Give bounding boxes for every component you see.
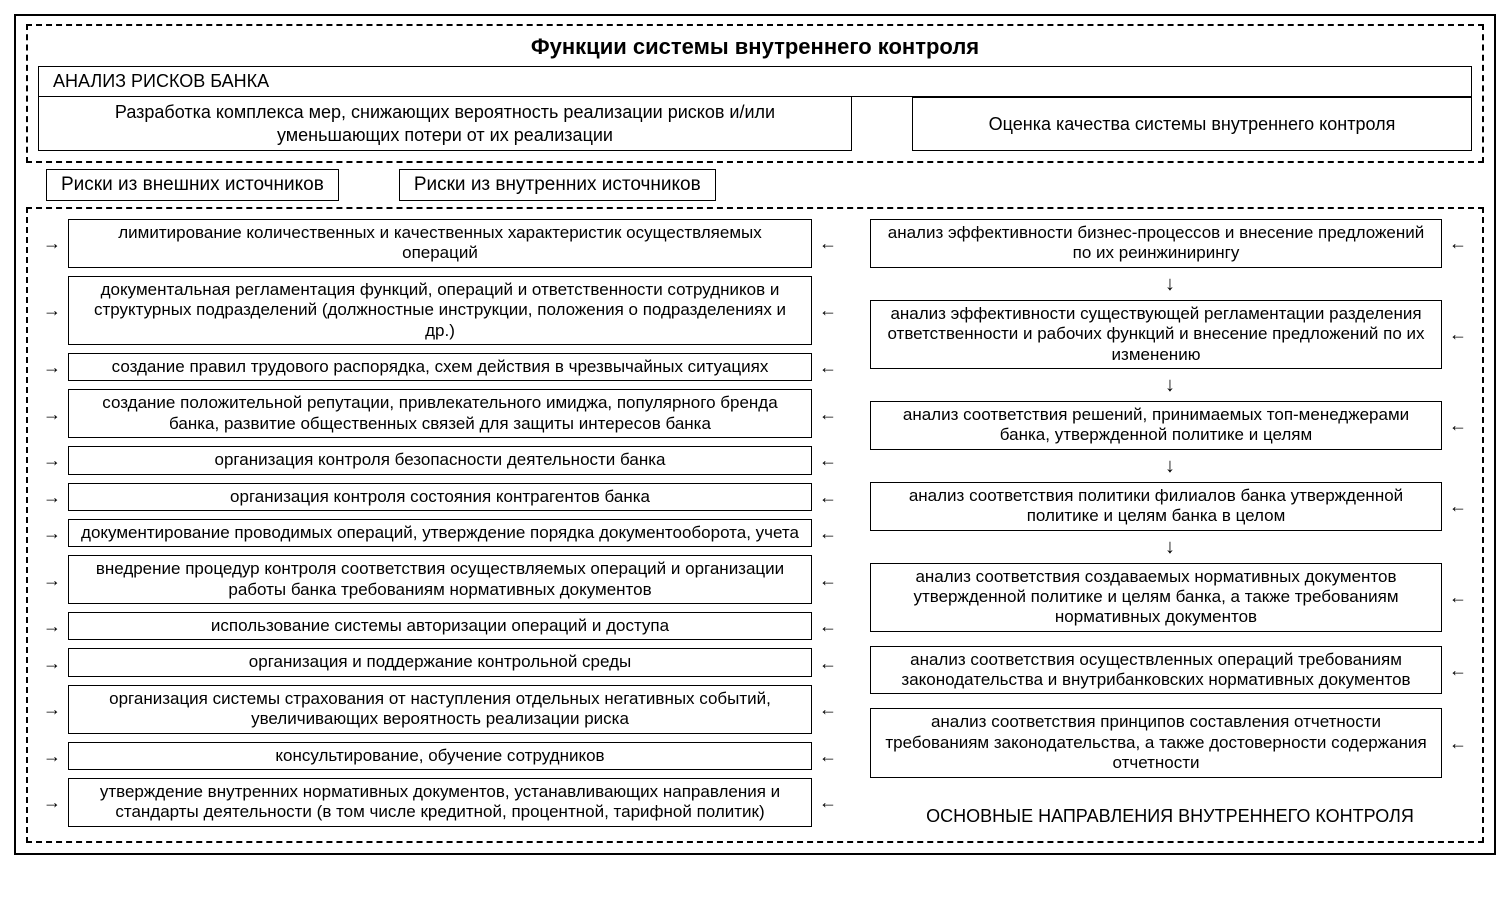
right-item-row: анализ эффективности бизнес-процессов и … (870, 219, 1470, 268)
right-item-box: анализ соответствия политики филиалов ба… (870, 482, 1442, 531)
arrow-right-icon: → (40, 793, 64, 811)
arrow-left-icon: ← (816, 793, 840, 811)
left-item-box: использование системы авторизации операц… (68, 612, 812, 640)
right-item-row: анализ соответствия осуществленных опера… (870, 646, 1470, 695)
left-item-box: создание положительной репутации, привле… (68, 389, 812, 438)
left-item-row: →организация контроля состояния контраге… (40, 483, 840, 511)
internal-risks-box: Риски из внутренних источников (399, 169, 716, 201)
arrow-left-icon: ← (1446, 497, 1470, 515)
arrow-left-icon: ← (816, 524, 840, 542)
arrow-right-icon: → (40, 617, 64, 635)
arrow-left-icon: ← (816, 747, 840, 765)
arrow-down-icon: ↓ (870, 537, 1470, 557)
left-item-row: →документирование проводимых операций, у… (40, 519, 840, 547)
right-item-row: анализ соответствия принципов составлени… (870, 708, 1470, 777)
right-item-row: анализ соответствия решений, принимаемых… (870, 401, 1470, 450)
left-item-row: →создание положительной репутации, привл… (40, 389, 840, 438)
arrow-left-icon: ← (816, 654, 840, 672)
quality-box: Оценка качества системы внутреннего конт… (912, 97, 1472, 151)
arrow-right-icon: → (40, 654, 64, 672)
arrow-left-icon: ← (816, 301, 840, 319)
arrow-left-icon: ← (816, 234, 840, 252)
left-item-row: →внедрение процедур контроля соответстви… (40, 555, 840, 604)
left-item-box: создание правил трудового распорядка, сх… (68, 353, 812, 381)
right-item-box: анализ эффективности бизнес-процессов и … (870, 219, 1442, 268)
columns: →лимитирование количественных и качестве… (40, 219, 1470, 831)
analysis-box: АНАЛИЗ РИСКОВ БАНКА (38, 66, 1472, 97)
left-item-box: организация контроля состояния контраген… (68, 483, 812, 511)
left-item-box: утверждение внутренних нормативных докум… (68, 778, 812, 827)
arrow-right-icon: → (40, 488, 64, 506)
arrow-down-icon: ↓ (870, 456, 1470, 476)
left-item-row: →использование системы авторизации опера… (40, 612, 840, 640)
header-row: Разработка комплекса мер, снижающих веро… (38, 97, 1472, 151)
left-item-box: внедрение процедур контроля соответствия… (68, 555, 812, 604)
arrow-left-icon: ← (1446, 734, 1470, 752)
arrow-right-icon: → (40, 301, 64, 319)
risk-row: Риски из внешних источников Риски из вну… (46, 169, 1484, 201)
arrow-left-icon: ← (816, 451, 840, 469)
left-item-box: лимитирование количественных и качествен… (68, 219, 812, 268)
left-item-row: →документальная регламентация функций, о… (40, 276, 840, 345)
arrow-left-icon: ← (816, 405, 840, 423)
arrow-left-icon: ← (816, 617, 840, 635)
arrow-right-icon: → (40, 358, 64, 376)
left-item-row: →консультирование, обучение сотрудников← (40, 742, 840, 770)
arrow-left-icon: ← (1446, 661, 1470, 679)
arrow-right-icon: → (40, 700, 64, 718)
main-title: Функции системы внутреннего контроля (38, 34, 1472, 60)
right-footer: ОСНОВНЫЕ НАПРАВЛЕНИЯ ВНУТРЕННЕГО КОНТРОЛ… (870, 802, 1470, 831)
arrow-right-icon: → (40, 524, 64, 542)
arrow-left-icon: ← (816, 700, 840, 718)
arrow-right-icon: → (40, 747, 64, 765)
left-item-box: консультирование, обучение сотрудников (68, 742, 812, 770)
right-item-box: анализ соответствия осуществленных опера… (870, 646, 1442, 695)
left-item-box: организация и поддержание контрольной ср… (68, 648, 812, 676)
left-item-row: →создание правил трудового распорядка, с… (40, 353, 840, 381)
arrow-down-icon: ↓ (870, 274, 1470, 294)
left-item-box: организация системы страхования от насту… (68, 685, 812, 734)
arrow-left-icon: ← (1446, 234, 1470, 252)
right-item-box: анализ соответствия решений, принимаемых… (870, 401, 1442, 450)
arrow-right-icon: → (40, 234, 64, 252)
left-item-row: →организация и поддержание контрольной с… (40, 648, 840, 676)
arrow-down-icon: ↓ (870, 375, 1470, 395)
arrow-left-icon: ← (816, 571, 840, 589)
right-item-row: анализ соответствия создаваемых норматив… (870, 563, 1470, 632)
bottom-panel: →лимитирование количественных и качестве… (26, 207, 1484, 843)
right-item-row: анализ эффективности существующей реглам… (870, 300, 1470, 369)
left-item-box: документальная регламентация функций, оп… (68, 276, 812, 345)
left-item-row: →утверждение внутренних нормативных доку… (40, 778, 840, 827)
arrow-right-icon: → (40, 451, 64, 469)
arrow-right-icon: → (40, 405, 64, 423)
right-item-row: анализ соответствия политики филиалов ба… (870, 482, 1470, 531)
right-item-box: анализ эффективности существующей реглам… (870, 300, 1442, 369)
arrow-left-icon: ← (1446, 325, 1470, 343)
left-column: →лимитирование количественных и качестве… (40, 219, 840, 831)
top-panel: Функции системы внутреннего контроля АНА… (26, 24, 1484, 163)
arrow-left-icon: ← (816, 488, 840, 506)
left-item-row: →лимитирование количественных и качестве… (40, 219, 840, 268)
right-item-box: анализ соответствия создаваемых норматив… (870, 563, 1442, 632)
arrow-left-icon: ← (816, 358, 840, 376)
outer-frame: Функции системы внутреннего контроля АНА… (14, 14, 1496, 855)
arrow-right-icon: → (40, 571, 64, 589)
left-item-box: документирование проводимых операций, ут… (68, 519, 812, 547)
left-item-row: →организация системы страхования от наст… (40, 685, 840, 734)
left-item-box: организация контроля безопасности деятел… (68, 446, 812, 474)
right-column: анализ эффективности бизнес-процессов и … (870, 219, 1470, 831)
right-item-box: анализ соответствия принципов составлени… (870, 708, 1442, 777)
arrow-left-icon: ← (1446, 416, 1470, 434)
arrow-left-icon: ← (1446, 588, 1470, 606)
external-risks-box: Риски из внешних источников (46, 169, 339, 201)
development-box: Разработка комплекса мер, снижающих веро… (38, 97, 852, 151)
left-item-row: →организация контроля безопасности деяте… (40, 446, 840, 474)
